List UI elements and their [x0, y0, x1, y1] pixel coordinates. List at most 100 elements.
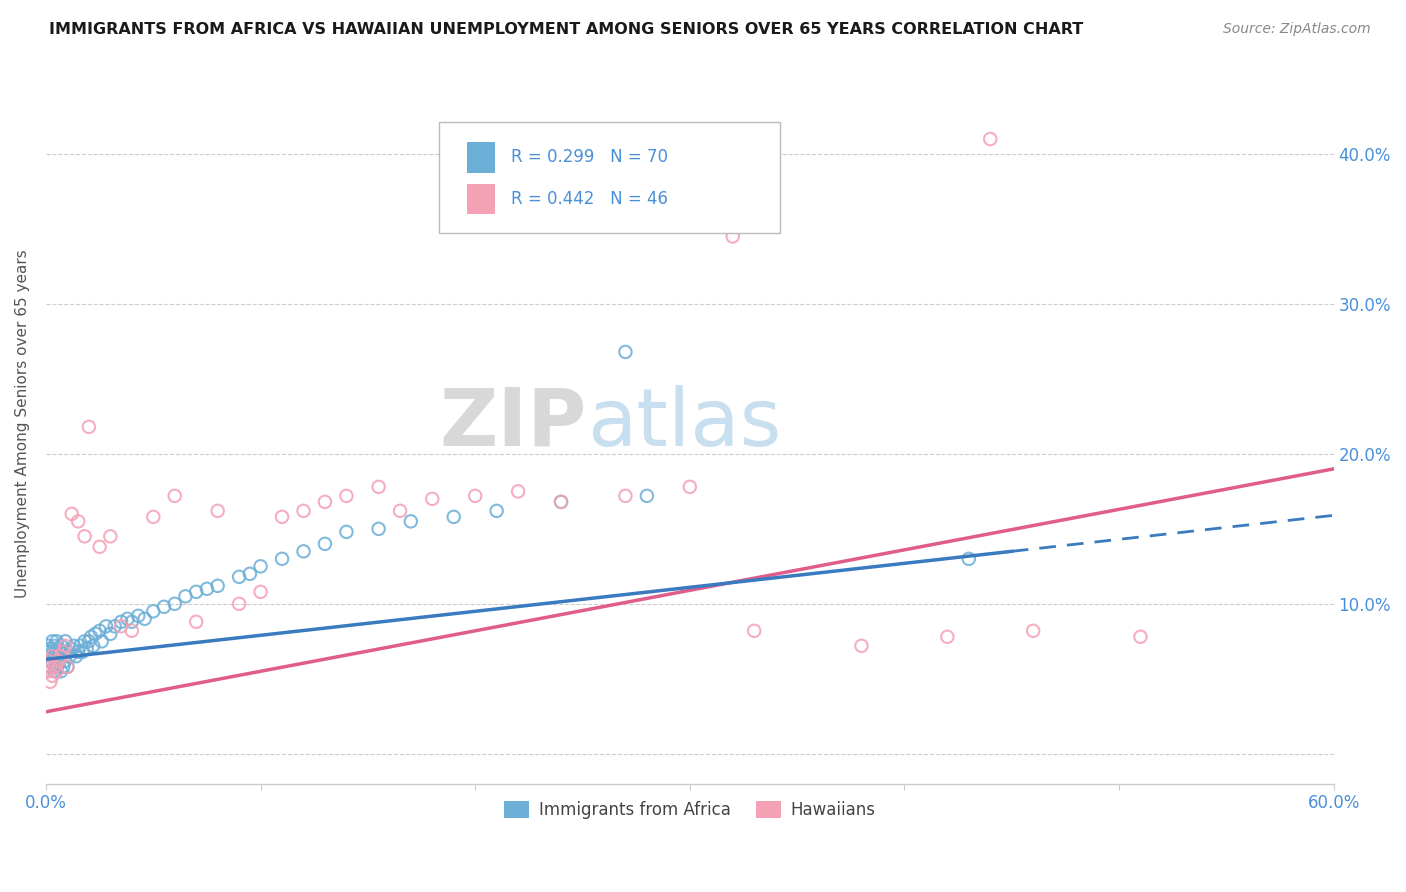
Point — [508, 484, 530, 499]
Point — [335, 489, 357, 503]
Point — [314, 495, 336, 509]
Point — [56, 660, 79, 674]
Point — [367, 522, 389, 536]
Point — [207, 504, 229, 518]
Point — [56, 645, 79, 659]
Point — [41, 657, 63, 671]
Point — [82, 639, 104, 653]
Point — [110, 619, 132, 633]
Point — [550, 495, 572, 509]
Point — [52, 645, 75, 659]
Point — [41, 634, 63, 648]
Bar — [467, 184, 495, 214]
Point — [39, 660, 62, 674]
Point — [134, 612, 156, 626]
Point — [77, 634, 100, 648]
Point — [249, 584, 271, 599]
Point — [464, 489, 486, 503]
Point — [53, 654, 76, 668]
Point — [65, 649, 87, 664]
Point — [48, 641, 70, 656]
Point — [48, 657, 70, 671]
Point — [228, 597, 250, 611]
FancyBboxPatch shape — [439, 121, 780, 233]
Point — [73, 529, 96, 543]
Point — [292, 504, 315, 518]
Text: R = 0.299   N = 70: R = 0.299 N = 70 — [510, 148, 668, 167]
Point — [48, 654, 70, 668]
Point — [58, 649, 80, 664]
Point — [957, 551, 980, 566]
Point — [292, 544, 315, 558]
Point — [44, 639, 66, 653]
Point — [89, 624, 111, 638]
Point — [367, 480, 389, 494]
Point — [98, 627, 121, 641]
Point — [979, 132, 1001, 146]
Point — [142, 509, 165, 524]
Legend: Immigrants from Africa, Hawaiians: Immigrants from Africa, Hawaiians — [498, 794, 883, 826]
Point — [37, 652, 59, 666]
Point — [94, 619, 117, 633]
Text: Source: ZipAtlas.com: Source: ZipAtlas.com — [1223, 22, 1371, 37]
Point — [67, 645, 90, 659]
Point — [98, 529, 121, 543]
Y-axis label: Unemployment Among Seniors over 65 years: Unemployment Among Seniors over 65 years — [15, 250, 30, 599]
Point — [443, 509, 465, 524]
Text: ZIP: ZIP — [440, 384, 586, 463]
Point — [104, 619, 127, 633]
Point — [614, 489, 637, 503]
Point — [186, 584, 208, 599]
Point — [121, 615, 143, 629]
Point — [37, 654, 59, 668]
Point — [153, 599, 176, 614]
Point — [44, 649, 66, 664]
Point — [84, 627, 107, 641]
Point — [60, 507, 83, 521]
Point — [39, 660, 62, 674]
Point — [142, 604, 165, 618]
Point — [37, 665, 59, 679]
Point — [195, 582, 218, 596]
Text: R = 0.442   N = 46: R = 0.442 N = 46 — [510, 190, 668, 208]
Point — [1129, 630, 1152, 644]
Bar — [467, 143, 495, 172]
Point — [73, 634, 96, 648]
Point — [399, 514, 422, 528]
Point — [45, 660, 67, 674]
Point — [163, 489, 186, 503]
Point — [49, 649, 72, 664]
Point — [39, 649, 62, 664]
Point — [742, 624, 765, 638]
Point — [636, 489, 658, 503]
Point — [63, 639, 86, 653]
Point — [550, 495, 572, 509]
Point — [37, 639, 59, 653]
Point — [76, 641, 98, 656]
Point — [851, 639, 873, 653]
Point — [614, 345, 637, 359]
Point — [56, 660, 79, 674]
Point — [39, 674, 62, 689]
Point — [314, 537, 336, 551]
Point — [485, 504, 508, 518]
Point — [90, 634, 112, 648]
Point — [249, 559, 271, 574]
Point — [45, 645, 67, 659]
Point — [37, 645, 59, 659]
Point — [420, 491, 443, 506]
Point — [52, 645, 75, 659]
Point — [53, 639, 76, 653]
Point — [39, 641, 62, 656]
Point — [163, 597, 186, 611]
Point — [44, 665, 66, 679]
Point — [49, 665, 72, 679]
Point — [679, 480, 702, 494]
Point — [239, 566, 262, 581]
Point — [335, 524, 357, 539]
Point — [69, 639, 91, 653]
Text: IMMIGRANTS FROM AFRICA VS HAWAIIAN UNEMPLOYMENT AMONG SENIORS OVER 65 YEARS CORR: IMMIGRANTS FROM AFRICA VS HAWAIIAN UNEMP… — [49, 22, 1084, 37]
Point — [389, 504, 412, 518]
Point — [174, 590, 197, 604]
Point — [80, 630, 103, 644]
